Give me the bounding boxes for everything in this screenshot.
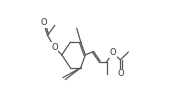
Text: O: O bbox=[110, 49, 116, 57]
Text: O: O bbox=[51, 43, 58, 52]
Text: O: O bbox=[117, 69, 124, 78]
Text: O: O bbox=[40, 18, 47, 27]
